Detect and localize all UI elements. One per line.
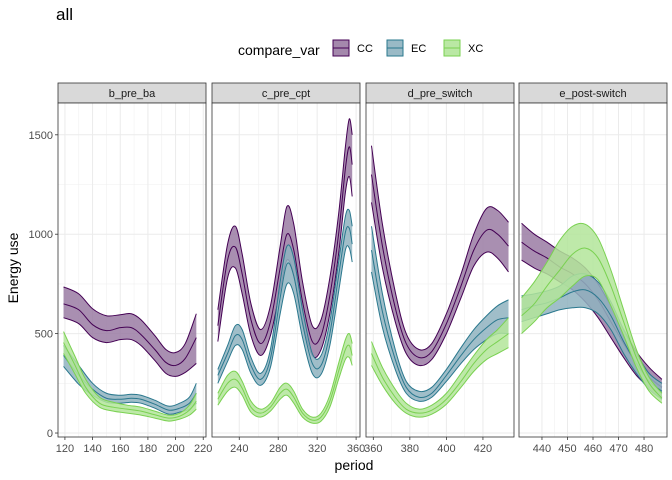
lower-bound-CC [370,202,509,367]
upper-bound-XC [521,222,663,394]
y-tick-label: 0 [47,428,53,440]
x-tick-label: 220 [194,443,212,455]
lower-bound-CC [63,317,197,377]
fit-line-CC [217,146,353,345]
panel-e_post-switch: e_post-switch 440 450 460 470 480 [518,82,668,455]
x-tick-label: 360 [347,443,365,455]
strip-label-d_pre_switch: d_pre_switch [408,88,473,100]
x-tick-label: 380 [401,443,419,455]
x-tick-label: 120 [56,443,74,455]
legend-title: compare_var [238,42,320,58]
fit-line-XC [521,247,663,399]
panel-d_pre_switch: d_pre_switch 360 380 400 420 [364,82,515,455]
strip-label-e_post-switch: e_post-switch [559,88,626,100]
panel-border-d_pre_switch [365,102,515,438]
ribbon-XC [521,223,662,404]
x-tick-label: 180 [139,443,157,455]
x-tick-label: 200 [166,443,184,455]
plot-bg-b_pre_ba [58,103,206,437]
fit-line-XC [217,344,353,421]
upper-bound-EC [217,208,353,374]
y-axis-title: Energy use [5,232,21,303]
upper-bound-XC [63,331,197,416]
y-tick-label: 1000 [29,229,53,241]
y-tick-label: 1500 [29,130,53,142]
panel-border-c_pre_cpt [211,102,361,438]
lower-bound-XC [521,274,663,404]
legend: compare_var CC EC XC [238,38,483,58]
x-tick-label: 480 [635,443,653,455]
x-tick-label: 450 [558,443,576,455]
lower-bound-XC [217,356,353,424]
ribbon-XC [63,331,197,422]
x-axis-title: period [335,457,374,473]
panel-c_pre_cpt: c_pre_cpt 240 280 320 360 [211,82,365,455]
upper-bound-EC [63,345,197,407]
upper-bound-XC [371,317,509,410]
y-tick-label: 500 [35,329,53,341]
x-tick-label: 470 [609,443,627,455]
x-tick-label: 140 [83,443,101,455]
fit-line-CC [63,303,197,367]
legend-label-XC: XC [468,43,483,55]
panel-b_pre_ba: b_pre_ba 120 140 160 180 200 220 0 500 1000 1500 [29,82,212,455]
upper-bound-CC [370,145,509,351]
x-tick-label: 240 [230,443,248,455]
x-tick-label: 460 [584,443,602,455]
lower-bound-XC [371,347,509,418]
fit-line-XC [371,333,509,414]
upper-bound-EC [370,226,509,393]
x-tick-label: 440 [533,443,551,455]
legend-label-EC: EC [411,43,426,55]
chart-title: all [56,5,73,24]
fit-line-XC [63,342,197,419]
ribbon-EC [521,273,662,400]
x-tick-label: 280 [269,443,287,455]
legend-label-CC: CC [357,43,373,55]
series-group-b_pre_ba [63,286,197,422]
upper-bound-XC [217,332,353,418]
lower-bound-EC [521,306,663,400]
series-group-e_post-switch [521,222,663,404]
lower-bound-XC [63,353,197,422]
strip-label-c_pre_cpt: c_pre_cpt [262,88,310,100]
panels: b_pre_ba 120 140 160 180 200 220 0 500 1000 1500 c_… [29,82,668,455]
fit-line-EC [217,226,353,380]
x-tick-label: 160 [111,443,129,455]
series-group-c_pre_cpt [217,118,353,424]
fit-line-CC [370,174,509,359]
ribbon-CC [217,118,353,358]
upper-bound-CC [217,118,353,331]
lower-bound-EC [217,245,353,386]
panel-border-b_pre_ba [57,102,207,438]
x-tick-label: 360 [364,443,382,455]
x-tick-label: 320 [308,443,326,455]
x-tick-label: 400 [437,443,455,455]
upper-bound-CC [63,286,197,354]
ribbon-CC [63,286,197,377]
x-tick-label: 420 [474,443,492,455]
series-group-d_pre_switch [370,145,509,418]
fit-line-EC [370,250,509,399]
strip-label-b_pre_ba: b_pre_ba [109,88,156,100]
